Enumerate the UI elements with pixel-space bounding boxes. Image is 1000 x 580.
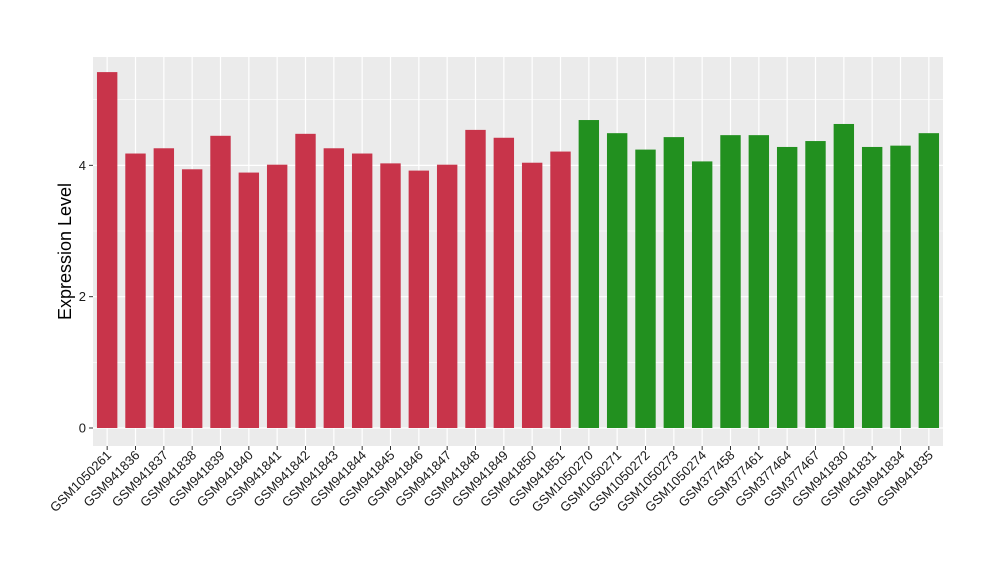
bar-GSM941851 <box>550 151 571 428</box>
bar-GSM377467 <box>805 141 826 428</box>
bar-GSM941848 <box>465 129 486 428</box>
bars <box>96 72 940 429</box>
bar-GSM941835 <box>918 133 940 428</box>
bar-GSM1050270 <box>578 120 600 428</box>
bar-GSM377461 <box>748 135 770 428</box>
bar-GSM941846 <box>408 170 430 428</box>
bar-GSM1050271 <box>606 133 628 428</box>
bar-GSM941847 <box>436 164 458 429</box>
bar-GSM941840 <box>238 172 260 428</box>
bar-GSM941830 <box>833 123 855 428</box>
bar-GSM941838 <box>181 169 203 428</box>
y-tick-label: 4 <box>79 158 86 173</box>
bar-GSM1050272 <box>635 149 656 428</box>
bar-GSM377464 <box>776 146 798 428</box>
bar-GSM1050274 <box>691 161 713 428</box>
bar-GSM941849 <box>493 137 515 429</box>
bar-GSM941831 <box>861 146 883 428</box>
bar-GSM377458 <box>720 135 741 428</box>
y-tick-label: 0 <box>79 421 86 436</box>
bar-GSM941834 <box>890 145 911 429</box>
plot-panel-background <box>93 57 943 446</box>
bar-GSM941845 <box>380 163 401 428</box>
y-axis-title: Expression Level <box>55 183 75 320</box>
y-tick-label: 2 <box>79 289 86 304</box>
bar-GSM941841 <box>266 164 288 429</box>
bar-GSM941850 <box>521 162 543 429</box>
y-axis: 0 2 4 <box>79 158 93 436</box>
bar-GSM941839 <box>210 135 231 429</box>
bar-GSM941836 <box>125 153 146 428</box>
bar-GSM941843 <box>323 148 345 428</box>
bar-GSM1050273 <box>663 137 685 428</box>
x-axis: GSM1050261GSM941836GSM941837GSM941838GSM… <box>47 446 936 515</box>
bar-GSM1050261 <box>96 72 118 428</box>
bar-GSM941844 <box>351 153 373 428</box>
bar-GSM941837 <box>153 148 175 428</box>
bar-GSM941842 <box>295 133 316 429</box>
